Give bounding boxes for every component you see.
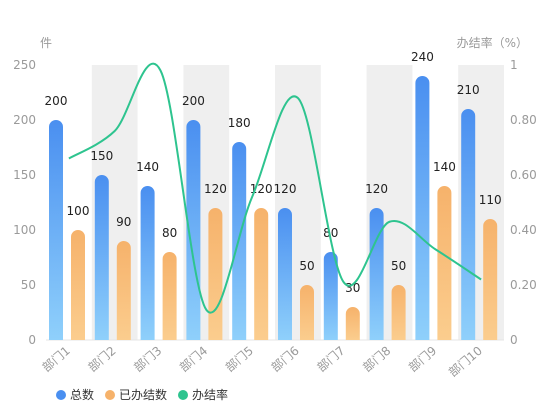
bar-total — [186, 120, 201, 340]
x-tick-label: 部门9 — [405, 343, 439, 375]
data-label-done: 50 — [391, 259, 406, 273]
data-label-done: 140 — [433, 160, 456, 174]
x-tick-label: 部门1 — [39, 343, 73, 375]
y-right-tick-label: 0.80 — [510, 113, 537, 127]
bar-done — [71, 230, 85, 340]
data-label-total: 200 — [45, 94, 68, 108]
data-label-total: 80 — [323, 226, 338, 240]
legend-item-total[interactable]: 总数 — [56, 387, 94, 402]
legend[interactable]: 总数 已办结数 办结率 — [56, 387, 228, 402]
legend-swatch-rate — [178, 390, 188, 400]
bar-done — [254, 208, 269, 340]
y-right-tick-label: 0.40 — [510, 223, 537, 237]
bar-total — [278, 208, 292, 340]
legend-label-rate: 办结率 — [192, 387, 228, 402]
y-left-label: 件 — [40, 36, 52, 50]
data-label-done: 80 — [162, 226, 177, 240]
data-label-total: 240 — [411, 50, 434, 64]
legend-item-rate[interactable]: 办结率 — [178, 387, 228, 402]
bar-total — [94, 175, 109, 340]
x-tick-label: 部门5 — [222, 343, 256, 375]
x-tick-label: 部门3 — [131, 343, 165, 375]
data-label-total: 180 — [228, 116, 251, 130]
bar-total — [369, 208, 384, 340]
legend-label-total: 总数 — [70, 387, 94, 402]
y-right-tick-label: 0.20 — [510, 278, 537, 292]
bar-done — [208, 208, 223, 340]
bar-done — [162, 252, 177, 340]
data-label-total: 120 — [274, 182, 297, 196]
bar-done — [116, 241, 131, 340]
data-label-done: 30 — [345, 281, 360, 295]
bar-total — [461, 109, 476, 340]
bar-done — [300, 285, 314, 340]
bar-total — [415, 76, 430, 340]
x-tick-label: 部门8 — [360, 343, 394, 375]
data-label-done: 120 — [204, 182, 227, 196]
data-label-total: 140 — [136, 160, 159, 174]
legend-swatch-total — [56, 390, 66, 400]
y-left-tick-label: 50 — [21, 278, 36, 292]
bar-done — [391, 285, 406, 340]
bar-done — [483, 219, 498, 340]
y-right-tick-label: 1 — [510, 58, 518, 72]
data-label-done: 90 — [116, 215, 131, 229]
data-label-total: 120 — [365, 182, 388, 196]
data-label-done: 100 — [67, 204, 90, 218]
x-tick-label: 部门6 — [268, 343, 302, 375]
x-tick-label: 部门4 — [176, 343, 210, 375]
x-tick-label: 部门10 — [445, 343, 485, 380]
data-label-total: 200 — [182, 94, 205, 108]
rate-line-group — [68, 62, 482, 314]
bar-done — [345, 307, 360, 340]
y-left-tick-label: 0 — [28, 333, 36, 347]
y-left-tick-label: 100 — [13, 223, 36, 237]
y-right-label: 办结率（%） — [457, 35, 528, 50]
bar-total — [323, 252, 338, 340]
legend-item-done[interactable]: 已办结数 — [105, 387, 167, 402]
y-left-tick-label: 250 — [13, 58, 36, 72]
legend-swatch-done — [105, 390, 115, 400]
y-left-tick-label: 200 — [13, 113, 36, 127]
bar-total — [49, 120, 63, 340]
data-label-total: 210 — [457, 83, 480, 97]
x-tick-label: 部门7 — [314, 343, 348, 375]
data-label-total: 150 — [90, 149, 113, 163]
x-tick-label: 部门2 — [85, 343, 119, 375]
bar-done — [437, 186, 452, 340]
x-tick-labels: 部门1 部门2 部门3 部门4 部门5 部门6 部门7 部门8 部门9 部门10 — [39, 343, 485, 380]
rate-line — [68, 62, 482, 314]
data-label-done: 110 — [479, 193, 502, 207]
legend-label-done: 已办结数 — [119, 387, 167, 402]
y-left-ticks: 0 50 100 150 200 250 — [13, 58, 36, 347]
y-right-tick-label: 0 — [510, 333, 518, 347]
bar-total — [140, 186, 155, 340]
y-left-tick-label: 150 — [13, 168, 36, 182]
data-label-done: 50 — [299, 259, 314, 273]
y-right-tick-label: 0.60 — [510, 168, 537, 182]
y-right-ticks: 0 0.20 0.40 0.60 0.80 1 — [510, 58, 537, 347]
